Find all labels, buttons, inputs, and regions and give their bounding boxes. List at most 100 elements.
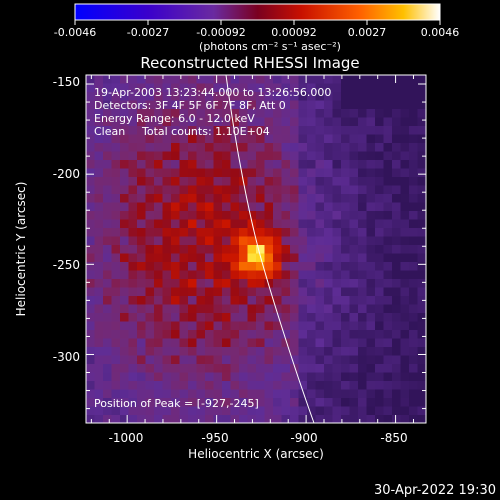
heatmap-cell: [111, 347, 121, 356]
heatmap-cell: [315, 245, 325, 254]
heatmap-cell: [324, 160, 333, 169]
heatmap-cell: [188, 219, 197, 229]
heatmap-cell: [86, 338, 95, 348]
heatmap-cell: [247, 160, 257, 169]
heatmap-cell: [290, 168, 299, 178]
heatmap-cell: [383, 75, 393, 84]
heatmap-cell: [349, 296, 359, 305]
heatmap-cell: [273, 330, 282, 339]
heatmap-cell: [409, 372, 418, 382]
heatmap-cell: [162, 321, 172, 331]
heatmap-cell: [298, 75, 308, 84]
heatmap-cell: [400, 83, 410, 93]
heatmap-cell: [137, 372, 146, 382]
heatmap-cell: [417, 330, 426, 339]
heatmap-cell: [205, 168, 214, 178]
heatmap-cell: [94, 398, 104, 407]
heatmap-cell: [137, 287, 146, 297]
heatmap-cell: [307, 236, 316, 246]
heatmap-cell: [307, 109, 316, 118]
heatmap-cell: [239, 355, 248, 365]
heatmap-cell: [103, 151, 112, 161]
heatmap-cell: [179, 100, 189, 110]
heatmap-cell: [324, 211, 333, 220]
heatmap-cell: [307, 279, 316, 288]
heatmap-cell: [281, 100, 291, 110]
heatmap-cell: [205, 126, 214, 135]
heatmap-cell: [366, 398, 376, 407]
heatmap-cell: [171, 211, 180, 220]
heatmap-cell: [94, 160, 104, 169]
heatmap-cell: [264, 381, 274, 390]
heatmap-cell: [103, 134, 112, 144]
heatmap-cell: [324, 219, 333, 229]
heatmap-cell: [315, 296, 325, 305]
heatmap-cell: [324, 236, 333, 246]
heatmap-cell: [307, 143, 316, 152]
heatmap-cell: [400, 194, 410, 203]
heatmap-cell: [145, 262, 155, 271]
heatmap-cell: [264, 75, 274, 84]
heatmap-cell: [154, 100, 163, 110]
heatmap-cell: [188, 143, 197, 152]
heatmap-cell: [154, 194, 163, 203]
heatmap-cell: [120, 287, 129, 297]
heatmap-cell: [358, 347, 367, 356]
heatmap-cell: [205, 355, 214, 365]
heatmap-cell: [375, 92, 384, 101]
heatmap-cell: [145, 313, 155, 322]
heatmap-cell: [358, 245, 367, 254]
heatmap-cell: [392, 151, 401, 161]
heatmap-cell: [120, 406, 129, 416]
heatmap-cell: [111, 270, 121, 280]
heatmap-cell: [196, 415, 206, 423]
heatmap-cell: [162, 117, 172, 127]
heatmap-cell: [213, 109, 223, 118]
heatmap-cell: [409, 168, 418, 178]
heatmap-cell: [171, 160, 180, 169]
heatmap-cell: [205, 109, 214, 118]
heatmap-cell: [247, 381, 257, 390]
heatmap-cell: [349, 313, 359, 322]
heatmap-cell: [247, 109, 257, 118]
heatmap-cell: [179, 194, 189, 203]
heatmap-cell: [86, 364, 95, 373]
heatmap-cell: [222, 236, 231, 246]
heatmap-cell: [400, 347, 410, 356]
heatmap-cell: [247, 100, 257, 110]
heatmap-cell: [383, 389, 393, 399]
heatmap-cell: [290, 194, 299, 203]
heatmap-cell: [196, 194, 206, 203]
heatmap-cell: [247, 185, 257, 195]
heatmap-cell: [366, 168, 376, 178]
heatmap-cell: [273, 245, 282, 254]
heatmap-cell: [332, 381, 342, 390]
heatmap-cell: [154, 313, 163, 322]
heatmap-cell: [417, 296, 426, 305]
heatmap-cell: [383, 219, 393, 229]
heatmap-cell: [400, 92, 410, 101]
heatmap-cell: [290, 304, 299, 314]
heatmap-cell: [230, 389, 240, 399]
heatmap-cell: [137, 262, 146, 271]
heatmap-cell: [417, 313, 426, 322]
heatmap-cell: [256, 245, 265, 254]
heatmap-cell: [400, 100, 410, 110]
heatmap-cell: [375, 287, 384, 297]
heatmap-cell: [264, 372, 274, 382]
heatmap-cell: [137, 279, 146, 288]
heatmap-cell: [179, 364, 189, 373]
heatmap-cell: [358, 126, 367, 135]
heatmap-cell: [290, 236, 299, 246]
heatmap-cell: [239, 279, 248, 288]
heatmap-cell: [281, 168, 291, 178]
heatmap-cell: [137, 117, 146, 127]
heatmap-cell: [154, 321, 163, 331]
heatmap-cell: [383, 83, 393, 93]
heatmap-cell: [358, 160, 367, 169]
heatmap-cell: [358, 236, 367, 246]
heatmap-cell: [247, 245, 257, 254]
heatmap-cell: [315, 134, 325, 144]
heatmap-cell: [281, 270, 291, 280]
heatmap-cell: [247, 304, 257, 314]
